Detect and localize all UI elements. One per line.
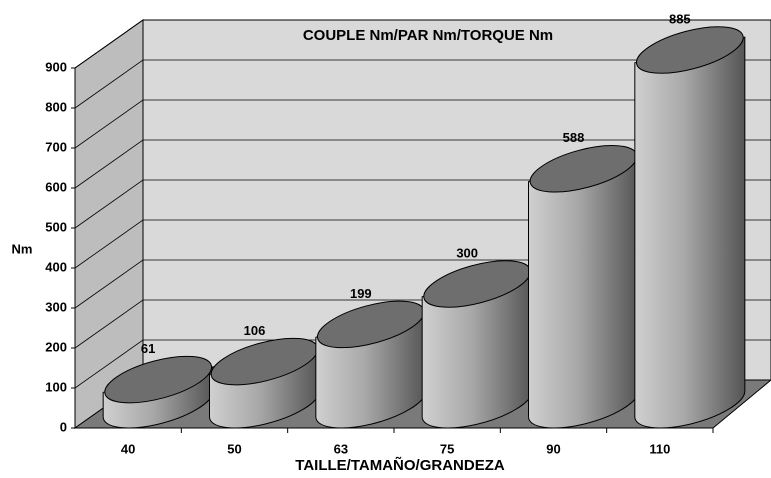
value-label: 61 bbox=[141, 341, 155, 356]
y-tick-label: 800 bbox=[45, 99, 67, 114]
y-tick-label: 0 bbox=[60, 419, 67, 434]
grid-line bbox=[74, 19, 771, 69]
x-tick-label: 40 bbox=[121, 441, 135, 456]
cylinder bbox=[102, 355, 214, 429]
cylinder bbox=[634, 26, 746, 429]
value-label: 199 bbox=[350, 286, 372, 301]
value-label: 106 bbox=[244, 323, 266, 338]
y-tick-label: 500 bbox=[45, 219, 67, 234]
y-tick-label: 200 bbox=[45, 339, 67, 354]
cylinder-top bbox=[104, 355, 213, 404]
y-tick-label: 700 bbox=[45, 139, 67, 154]
x-axis-label: TAILLE/TAMAÑO/GRANDEZA bbox=[295, 456, 505, 474]
x-tick-label: 90 bbox=[546, 441, 560, 456]
grid-line bbox=[74, 59, 771, 109]
cylinder bbox=[527, 145, 639, 429]
y-tick-label: 400 bbox=[45, 259, 67, 274]
x-tick-label: 50 bbox=[227, 441, 241, 456]
value-label: 300 bbox=[456, 245, 478, 260]
cylinder bbox=[315, 300, 427, 429]
cylinder bbox=[208, 337, 320, 429]
y-tick-label: 600 bbox=[45, 179, 67, 194]
x-tick-label: 75 bbox=[440, 441, 454, 456]
y-tick-label: 300 bbox=[45, 299, 67, 314]
cylinder-body bbox=[634, 36, 746, 429]
chart-title: COUPLE Nm/PAR Nm/TORQUE Nm bbox=[303, 27, 553, 44]
side-wall bbox=[74, 19, 144, 429]
y-tick-label: 900 bbox=[45, 59, 67, 74]
cylinder-top bbox=[635, 26, 744, 74]
y-tick-label: 100 bbox=[45, 379, 67, 394]
value-label: 588 bbox=[563, 130, 585, 145]
cylinder-body bbox=[527, 155, 639, 429]
value-label: 885 bbox=[669, 11, 691, 26]
grid-line bbox=[74, 99, 771, 149]
grid-line bbox=[74, 139, 771, 189]
x-tick-label: 110 bbox=[649, 441, 670, 456]
y-axis-label: Nm bbox=[12, 241, 33, 256]
x-tick-label: 63 bbox=[334, 441, 348, 456]
cylinder bbox=[421, 260, 533, 429]
